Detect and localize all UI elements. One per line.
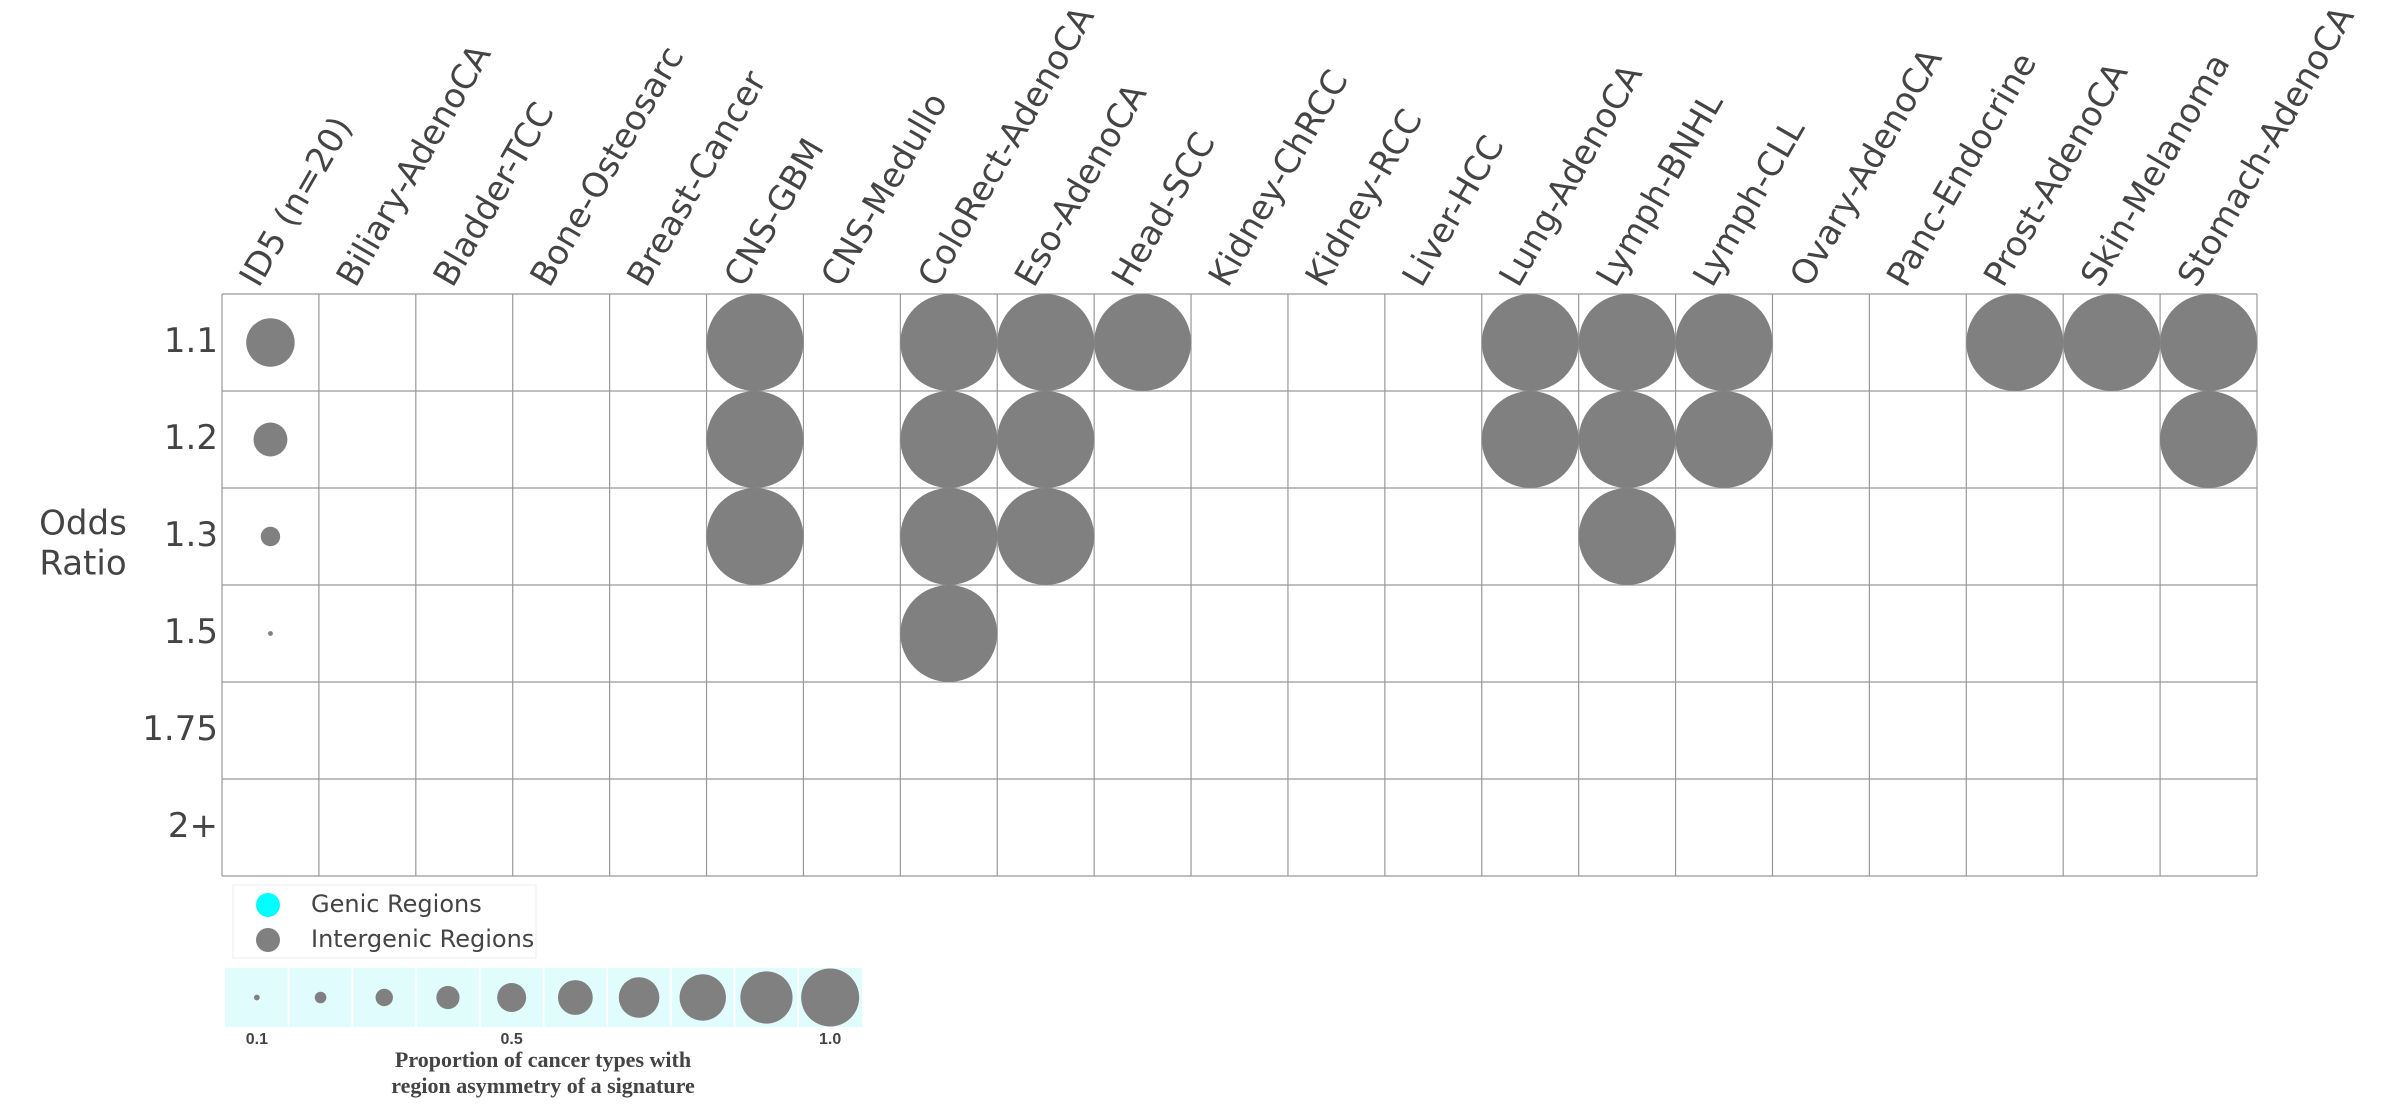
- bubble: [997, 488, 1095, 585]
- bubble: [1966, 294, 2064, 391]
- size-legend-tick: 0.1: [246, 1031, 268, 1048]
- y-label: Odds: [39, 504, 127, 544]
- bubble: [1481, 294, 1579, 391]
- row-label: 2+: [168, 806, 218, 846]
- bubble: [1094, 294, 1192, 391]
- legend-marker: [256, 893, 280, 917]
- size-legend-tick: 1.0: [819, 1031, 841, 1048]
- column-label: Stomach-AdenoCA: [2170, 0, 2363, 293]
- row-label: 1.3: [164, 515, 218, 555]
- size-legend-bubble: [740, 971, 793, 1024]
- bubble: [900, 391, 998, 488]
- size-legend-bubble: [253, 994, 260, 1001]
- size-legend-bubble: [497, 983, 527, 1012]
- bubble: [997, 391, 1095, 488]
- size-legend-bubble: [618, 977, 660, 1018]
- legend-label: Genic Regions: [311, 890, 482, 918]
- size-legend-bubble: [801, 968, 860, 1027]
- bubble: [1675, 391, 1773, 488]
- bubble: [706, 391, 804, 488]
- size-legend-bubble: [314, 991, 327, 1004]
- bubble: [900, 488, 998, 585]
- bubble: [1578, 391, 1676, 488]
- size-legend-bubble: [375, 988, 393, 1007]
- bubble: [706, 294, 804, 391]
- bubble: [900, 585, 998, 682]
- size-legend-title: region asymmetry of a signature: [391, 1073, 695, 1098]
- row-label: 1.75: [142, 709, 218, 749]
- bubble: [2063, 294, 2161, 391]
- bubble: [1578, 488, 1676, 585]
- row-label: 1.2: [164, 418, 218, 458]
- size-legend-tick: 0.5: [501, 1031, 523, 1048]
- size-legend-title: Proportion of cancer types with: [395, 1047, 691, 1072]
- row-label: 1.5: [164, 612, 218, 652]
- legend-marker: [256, 928, 280, 952]
- bubble: [706, 488, 804, 585]
- bubble: [246, 318, 295, 367]
- bubble: [997, 294, 1095, 391]
- bubble: [1481, 391, 1579, 488]
- bubble: [260, 526, 281, 547]
- legend-label: Intergenic Regions: [311, 925, 534, 953]
- bubble: [1578, 294, 1676, 391]
- bubble: [2160, 391, 2257, 488]
- legend-box: [232, 884, 537, 959]
- size-legend-bubble: [557, 980, 593, 1015]
- bubble: [268, 631, 273, 636]
- column-label: ColoRect-AdenoCA: [910, 0, 1103, 293]
- bubble: [2160, 294, 2257, 391]
- bubble: [253, 422, 288, 457]
- bubble: [900, 294, 998, 391]
- row-label: 1.1: [164, 321, 218, 361]
- y-label: Ratio: [39, 544, 126, 584]
- bubble: [1675, 294, 1773, 391]
- size-legend-bubble: [679, 974, 726, 1021]
- size-legend-bubble: [436, 985, 460, 1010]
